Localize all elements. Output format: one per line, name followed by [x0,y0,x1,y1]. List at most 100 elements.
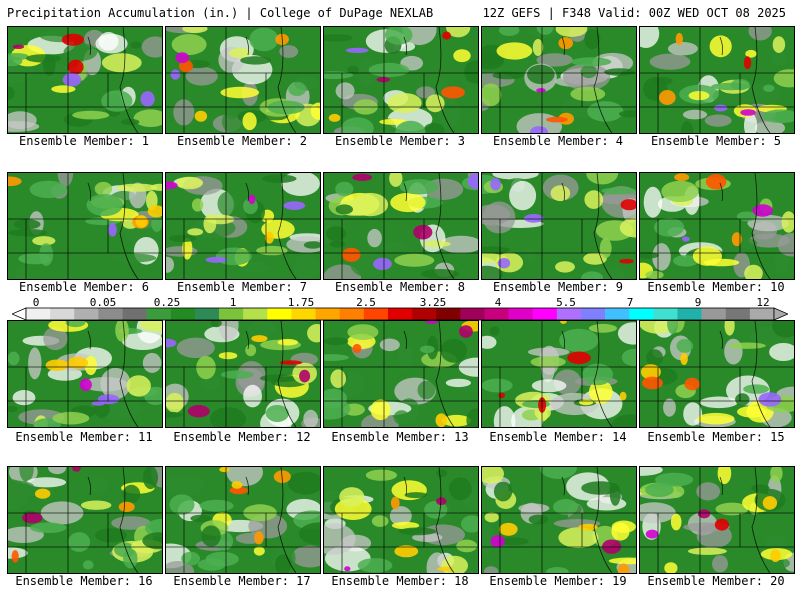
colorbar-swatch [701,308,727,320]
member-caption: Ensemble Member: 15 [647,430,785,444]
state-boundary-line [87,330,92,350]
colorbar-swatch [26,308,51,320]
colorbar-swatch [556,308,582,320]
colorbar-swatch [50,308,75,320]
member-map-panel [323,26,479,134]
member-map-panel [323,466,479,574]
state-boundary-line [561,476,566,496]
precip-field [8,467,162,573]
precip-field [324,321,478,427]
state-boundary-line [277,173,297,279]
precip-field [8,321,162,427]
precip-field [324,173,478,279]
precip-field [166,321,320,427]
member-caption: Ensemble Member: 14 [489,430,627,444]
colorbar-max-arrow [773,307,788,321]
state-boundary-line [719,182,724,202]
colorbar-swatch [412,308,437,320]
state-boundary-line [119,27,139,133]
member-caption: Ensemble Member: 13 [331,430,469,444]
member-map-panel [639,320,795,428]
member-caption: Ensemble Member: 3 [334,134,466,148]
colorbar-swatch [436,308,461,320]
colorbar-swatch [219,308,244,320]
colorbar-swatch [605,308,630,320]
colorbar-swatch [243,308,268,320]
colorbar-swatch [74,308,99,320]
member-map-panel [7,26,163,134]
member-map-panel [323,172,479,280]
state-boundary-line [561,330,566,350]
member-caption: Ensemble Member: 10 [647,280,785,294]
colorbar-swatch [677,308,702,320]
member-caption: Ensemble Member: 5 [650,134,782,148]
member-caption: Ensemble Member: 16 [15,574,153,588]
colorbar-swatch [98,308,123,320]
state-boundary-line [593,27,613,133]
precip-field [482,173,636,279]
precip-field [482,467,636,573]
member-map-panel [323,320,479,428]
colorbar-tick-label: 12 [756,296,770,309]
state-boundary-line [719,330,724,350]
member-caption: Ensemble Member: 18 [331,574,469,588]
member-map-panel [165,320,321,428]
state-boundary-line [119,173,139,279]
precip-field [640,173,794,279]
member-caption: Ensemble Member: 4 [492,134,624,148]
state-boundary-line [593,321,613,427]
state-boundary-line [593,173,613,279]
state-boundary-line [403,476,408,496]
state-boundary-line [403,36,408,56]
state-boundary-line [435,467,455,573]
precip-field [166,173,320,279]
member-caption: Ensemble Member: 2 [176,134,308,148]
colorbar-tick-label: 0.05 [89,296,117,309]
precip-field [640,27,794,133]
state-boundary-line [277,27,297,133]
colorbar-swatch [339,308,365,320]
state-boundary-line [87,182,92,202]
precip-field [166,467,320,573]
colorbar-tick-label: 0 [32,296,40,309]
colorbar-tick-label: 2.5 [356,296,376,309]
state-boundary-line [719,476,724,496]
colorbar-swatch [749,308,775,320]
state-boundary-line [277,321,297,427]
state-boundary-line [403,330,408,350]
member-map-panel [165,466,321,574]
precip-field [482,27,636,133]
colorbar-swatch [194,308,220,320]
state-boundary-line [245,182,250,202]
state-boundary-line [751,27,771,133]
state-boundary-line [719,36,724,56]
precip-field [166,27,320,133]
state-boundary-line [751,173,771,279]
state-boundary-line [119,467,139,573]
colorbar-swatch [653,308,678,320]
precip-field [8,173,162,279]
colorbar-swatch [363,308,389,320]
state-boundary-line [593,467,613,573]
model-run-info: 12Z GEFS | F348 Valid: 00Z WED OCT 08 20… [482,6,786,20]
colorbar-swatch [508,308,534,320]
colorbar-tick-label: 0.25 [153,296,181,309]
state-boundary-line [277,467,297,573]
precip-field [324,467,478,573]
state-boundary-line [403,182,408,202]
colorbar-swatch [170,308,196,320]
state-boundary-line [435,27,455,133]
state-boundary-line [245,36,250,56]
colorbar-tick-label: 5.5 [556,296,576,309]
precip-field [640,321,794,427]
state-boundary-line [751,467,771,573]
colorbar-tick-label: 1 [229,296,237,309]
member-map-panel [165,26,321,134]
colorbar-swatch [122,308,147,320]
colorbar-swatch [387,308,413,320]
member-caption: Ensemble Member: 20 [647,574,785,588]
member-caption: Ensemble Member: 12 [173,430,311,444]
member-caption: Ensemble Member: 6 [18,280,150,294]
colorbar-swatch [725,308,751,320]
member-caption: Ensemble Member: 17 [173,574,311,588]
